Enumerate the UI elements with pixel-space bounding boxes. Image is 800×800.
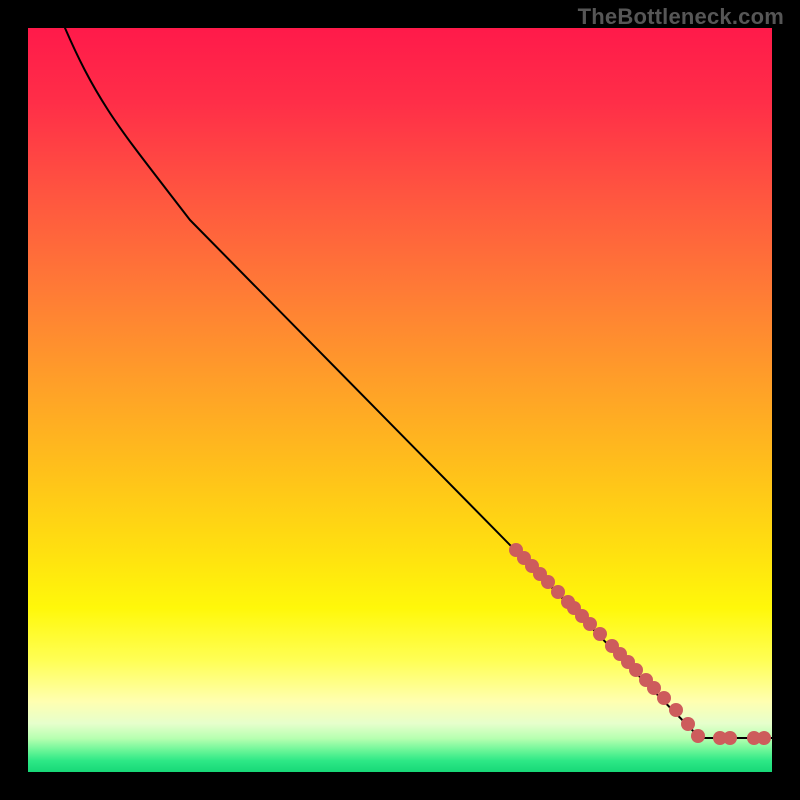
watermark-text: TheBottleneck.com xyxy=(578,4,784,30)
chart-frame: TheBottleneck.com xyxy=(0,0,800,800)
gradient-plot-area xyxy=(28,28,772,772)
